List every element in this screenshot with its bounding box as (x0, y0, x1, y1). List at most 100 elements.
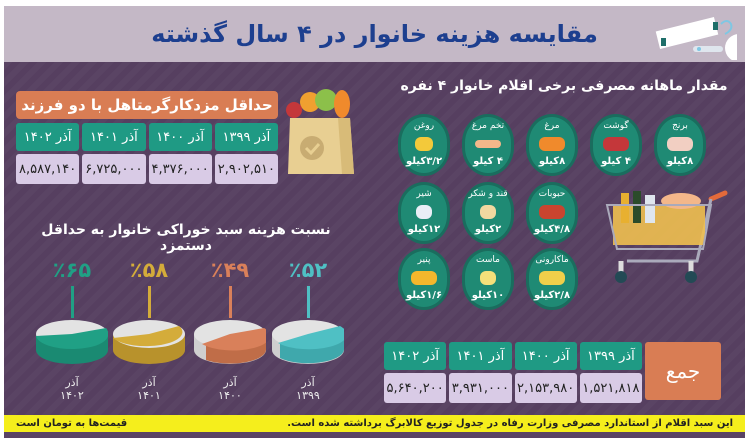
item-quantity: ۱/۶کیلو (405, 290, 443, 301)
item-eggs: تخم مرغ ۴ کیلو (462, 114, 514, 176)
total-header: آذر ۱۴۰۲ (384, 342, 447, 370)
infographic: مقایسه هزینه خانوار در ۴ سال گذشته حداقل… (4, 6, 745, 438)
yogurt-icon (480, 270, 496, 285)
total-value: ۳,۹۳۱,۰۰۰ (449, 373, 512, 403)
item-name: تخم مرغ (471, 121, 505, 131)
item-quantity: ۳/۲کیلو (405, 156, 443, 167)
rice-sack-icon (667, 136, 693, 151)
beans-icon (539, 204, 565, 219)
page-title: مقایسه هزینه خانوار در ۴ سال گذشته (151, 20, 598, 48)
wage-title: حداقل مزدکارگرمتاهل با دو فرزند (16, 91, 278, 119)
total-value: ۲,۱۵۳,۹۸۰ (514, 373, 577, 403)
item-name: ماکارونی (535, 255, 569, 265)
item-rice: برنج ۸کیلو (654, 114, 706, 176)
ratio-percent: ٪۵۸ (129, 258, 169, 282)
year-value: ۱۳۹۹ (296, 389, 320, 402)
item-quantity: ۸کیلو (538, 156, 566, 167)
item-name: حبوبات (538, 189, 566, 199)
item-name: مرغ (544, 121, 560, 131)
item-milk: شیر ۱۲کیلو (398, 182, 450, 244)
ratio-percent: ٪۶۵ (52, 258, 92, 282)
main-panel: حداقل مزدکارگرمتاهل با دو فرزند آذر ۱۳۹۹… (4, 62, 745, 415)
bottom-strip (4, 432, 745, 438)
item-name: قند و شکر (468, 189, 508, 199)
total-label: جمع (645, 342, 721, 400)
item-name: روغن (413, 121, 435, 131)
pointer-line (228, 286, 232, 318)
item-quantity: ۱۰کیلو (471, 290, 505, 301)
item-quantity: ۸کیلو (666, 156, 694, 167)
shopping-cart-icon (605, 190, 728, 283)
milk-icon (416, 204, 432, 219)
item-yogurt: ماست ۱۰کیلو (462, 248, 514, 310)
ratio-chart-1399: ٪۵۲ آذر ۱۳۹۹ (272, 258, 347, 402)
pie-cylinder (194, 320, 271, 364)
ratio-title: نسبت هزینه سبد خوراکی خانوار به حداقل دس… (41, 222, 331, 254)
ratio-chart-1401: ٪۵۸ آذر ۱۴۰۱ (113, 258, 185, 402)
year-label: آذر (142, 376, 156, 389)
item-oil: روغن ۳/۲کیلو (398, 114, 450, 176)
item-sugar: قند و شکر ۲کیلو (462, 182, 514, 244)
wage-value: ۴,۳۷۶,۰۰۰ (148, 154, 212, 184)
item-quantity: ۴ کیلو (601, 156, 631, 167)
total-value: ۵,۶۴۰,۲۰۰ (384, 373, 447, 403)
wage-header: آذر ۱۳۹۹ (214, 123, 278, 151)
grocery-bag-icon (286, 89, 354, 174)
item-name: برنج (672, 121, 688, 131)
total-header: آذر ۱۴۰۱ (449, 342, 512, 370)
item-name: ماست (476, 255, 500, 265)
header: مقایسه هزینه خانوار در ۴ سال گذشته (4, 6, 745, 62)
ratio-percent: ٪۵۲ (288, 258, 328, 282)
item-quantity: ۴ کیلو (473, 156, 503, 167)
wage-value: ۸,۵۸۷,۱۴۰ (16, 154, 80, 184)
wage-header: آذر ۱۴۰۲ (16, 123, 80, 151)
oil-bottle-icon (415, 136, 433, 151)
sugar-icon (480, 204, 496, 219)
year-label: آذر (301, 376, 315, 389)
total-value: ۱,۵۲۱,۸۱۸ (579, 373, 642, 403)
item-name: گوشت (603, 121, 629, 131)
year-label: آذر (65, 376, 79, 389)
pointer-line (306, 286, 310, 318)
item-quantity: ۲کیلو (474, 224, 502, 235)
pie-cylinder (113, 320, 185, 364)
item-name: پنیر (417, 255, 431, 265)
item-pasta: ماکارونی ۲/۸کیلو (526, 248, 578, 310)
footer: این سبد اقلام از استاندارد مصرفی وزارت ر… (4, 415, 745, 432)
wage-header: آذر ۱۴۰۱ (82, 123, 146, 151)
item-quantity: ۱۲کیلو (407, 224, 441, 235)
total-header: آذر ۱۳۹۹ (579, 342, 642, 370)
total-table: آذر ۱۳۹۹ آذر ۱۴۰۰ آذر ۱۴۰۱ آذر ۱۴۰۲ ۱,۵۲… (384, 342, 642, 403)
item-quantity: ۲/۸کیلو (533, 290, 571, 301)
item-name: شیر (416, 189, 432, 199)
pointer-line (70, 286, 74, 318)
footer-note: این سبد اقلام از استاندارد مصرفی وزارت ر… (287, 418, 733, 429)
item-beans: حبوبات ۴/۸کیلو (526, 182, 578, 244)
chicken-icon (539, 136, 565, 151)
year-value: ۱۴۰۱ (137, 389, 161, 402)
year-value: ۱۴۰۲ (60, 389, 84, 402)
meat-icon (603, 136, 629, 151)
eggs-icon (475, 139, 501, 148)
wage-value: ۶,۷۲۵,۰۰۰ (82, 154, 146, 184)
footer-unit: قیمت‌ها به تومان است (16, 418, 128, 429)
ratio-chart-1402: ٪۶۵ آذر ۱۴۰۲ (36, 258, 109, 402)
total-header: آذر ۱۴۰۰ (514, 342, 577, 370)
item-cheese: پنیر ۱/۶کیلو (398, 248, 450, 310)
cheese-icon (411, 270, 437, 285)
wage-header: آذر ۱۴۰۰ (148, 123, 212, 151)
item-quantity: ۴/۸کیلو (533, 224, 571, 235)
pointer-line (147, 286, 151, 318)
wage-table: آذر ۱۳۹۹ آذر ۱۴۰۰ آذر ۱۴۰۱ آذر ۱۴۰۲ ۲,۹۰… (16, 123, 278, 184)
security-camera-icon (655, 17, 737, 60)
year-value: ۱۴۰۰ (218, 389, 242, 402)
ratio-chart-1400: ٪۴۹ آذر ۱۴۰۰ (194, 258, 271, 402)
wage-value: ۲,۹۰۲,۵۱۰ (214, 154, 278, 184)
pie-cylinder (272, 320, 347, 364)
pie-cylinder (36, 320, 109, 364)
items-title: مقدار ماهانه مصرفی برخی اقلام خانوار ۴ ن… (400, 78, 728, 94)
year-label: آذر (223, 376, 237, 389)
ratio-percent: ٪۴۹ (210, 258, 250, 282)
item-chicken: مرغ ۸کیلو (526, 114, 578, 176)
pasta-icon (539, 270, 565, 285)
